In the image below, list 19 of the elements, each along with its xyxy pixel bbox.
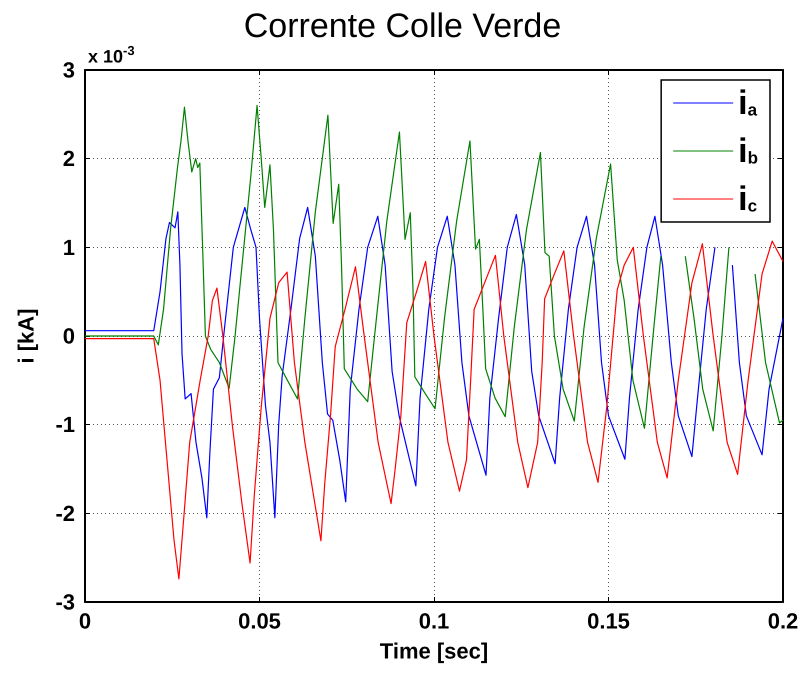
line-series [84, 240, 784, 580]
y-tick-label: 1 [62, 234, 75, 260]
y-tick-label: 2 [62, 146, 75, 172]
y-axis-title: i [kA] [14, 308, 38, 364]
y-tick-label: -2 [55, 500, 75, 526]
x-tick-label: 0.05 [238, 608, 281, 634]
legend-label: ic [738, 180, 758, 218]
x-tick-label: 0 [78, 608, 92, 634]
legend-label: ia [738, 84, 758, 122]
y-tick-label: -1 [55, 412, 75, 438]
legend-label: ib [738, 132, 758, 170]
y-tick-label: -3 [55, 590, 75, 614]
x-tick-label: 0.1 [418, 608, 450, 634]
chart-title: Corrente Colle Verde [244, 7, 562, 45]
x-tick-label: 0.15 [587, 608, 630, 634]
y-tick-label: 0 [62, 324, 75, 348]
x-tick-label: 0.2 [768, 608, 798, 634]
y-tick-label: 3 [62, 58, 75, 82]
x-axis-title: Time [sec] [380, 638, 488, 664]
